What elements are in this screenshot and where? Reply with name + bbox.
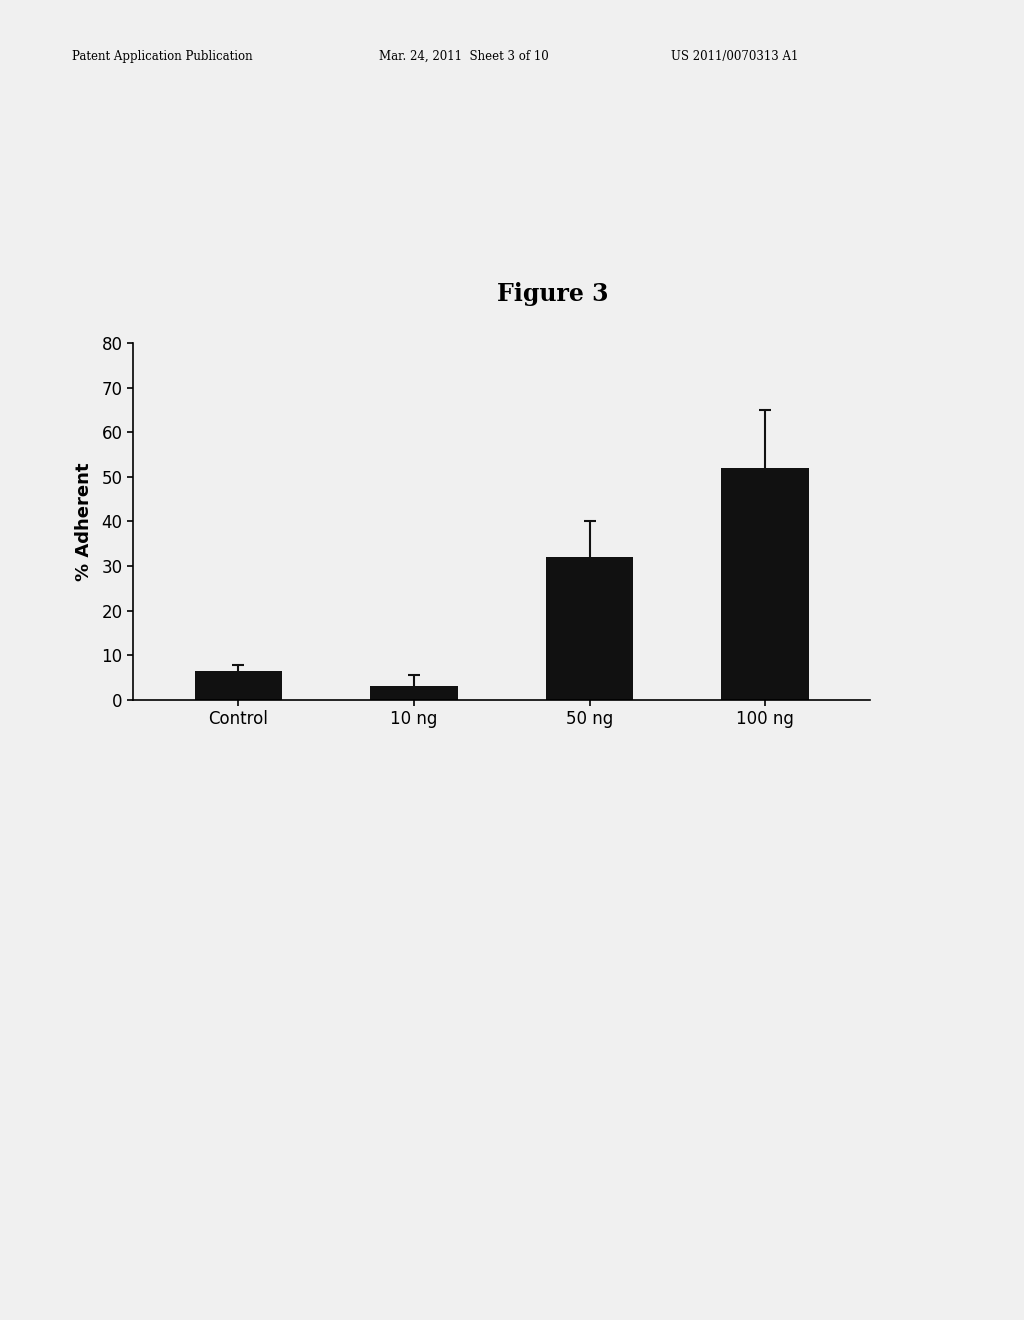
Bar xyxy=(546,557,634,700)
Text: US 2011/0070313 A1: US 2011/0070313 A1 xyxy=(671,50,798,63)
Bar xyxy=(370,686,458,700)
Text: Mar. 24, 2011  Sheet 3 of 10: Mar. 24, 2011 Sheet 3 of 10 xyxy=(379,50,549,63)
Bar xyxy=(721,469,809,700)
Bar xyxy=(195,671,283,700)
Text: Patent Application Publication: Patent Application Publication xyxy=(72,50,252,63)
Y-axis label: % Adherent: % Adherent xyxy=(75,462,93,581)
Text: Figure 3: Figure 3 xyxy=(498,282,608,306)
